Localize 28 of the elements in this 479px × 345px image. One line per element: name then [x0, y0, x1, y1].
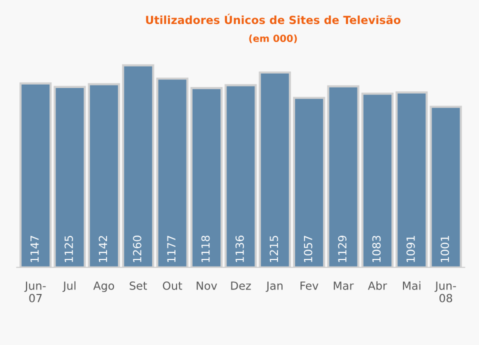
x-tick-label: Mai [402, 281, 420, 290]
x-tick-label: Dez [231, 282, 251, 290]
x-tick-label: Jan [266, 282, 283, 292]
data-label: 1215 [270, 236, 278, 262]
x-tick-label: Mar [334, 282, 354, 290]
data-label: 1091 [406, 236, 415, 262]
chart-title: Utilizadores Únicos de Sites de Televisão [146, 14, 400, 24]
data-label: 1260 [132, 236, 142, 262]
x-tick-label: Set [130, 281, 147, 290]
x-tick-label: Ago [93, 282, 114, 292]
data-label: 1001 [440, 236, 450, 262]
x-tick-label: Abr [368, 281, 388, 290]
data-label: 1177 [167, 236, 176, 262]
chart-subtitle: (em 000) [249, 34, 297, 44]
x-tick-label: Jun- 07 [24, 282, 46, 302]
data-label: 1057 [304, 236, 312, 262]
x-tick-label: Jul [62, 281, 76, 292]
data-label: 1083 [372, 236, 381, 262]
data-label: 1147 [30, 236, 39, 262]
data-label: 1125 [64, 236, 73, 262]
x-tick-label: Jun- 08 [434, 282, 456, 302]
data-label: 1142 [98, 236, 108, 262]
x-tick-label: Out [162, 281, 182, 290]
data-label: 1136 [236, 236, 244, 262]
data-label: 1129 [338, 236, 346, 262]
x-tick-label: Nov [196, 282, 218, 290]
data-label: 1118 [201, 236, 210, 262]
x-tick-label: Fev [300, 282, 318, 290]
